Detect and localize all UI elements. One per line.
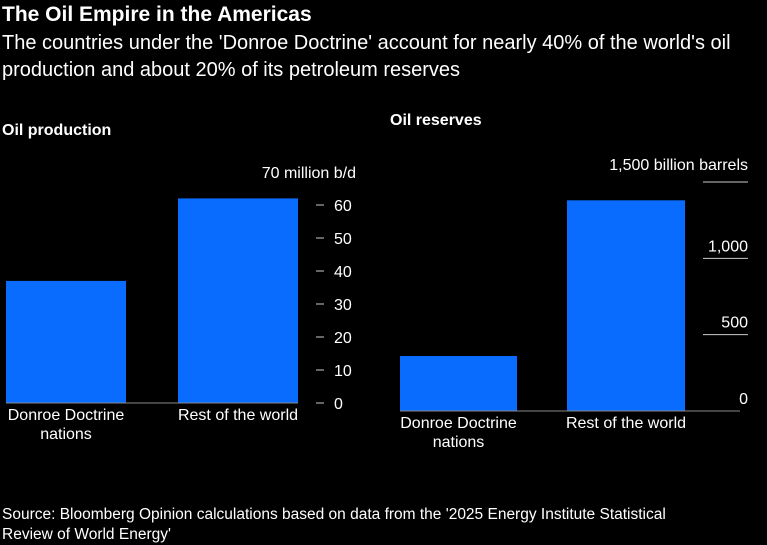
y-tick-label: 10 xyxy=(334,363,352,380)
bar-reserves-0 xyxy=(400,356,517,411)
reserves-panel-title: Oil reserves xyxy=(390,112,482,129)
y-tick-label: 1,000 xyxy=(708,238,748,255)
category-label: Rest of the world xyxy=(566,415,686,432)
category-label: Donroe Doctrine xyxy=(400,415,517,432)
y-tick-label: 60 xyxy=(334,198,352,215)
category-label: Rest of the world xyxy=(178,407,298,424)
y-tick-label: 40 xyxy=(334,264,352,281)
chart-subtitle: The countries under the 'Donroe Doctrine… xyxy=(2,32,731,81)
bar-reserves-1 xyxy=(567,200,685,411)
y-tick-label: 0 xyxy=(739,391,748,408)
unit-label: 70 million b/d xyxy=(262,165,356,182)
unit-label: 1,500 billion barrels xyxy=(609,157,748,174)
category-label: Donroe Doctrine xyxy=(8,407,125,424)
category-label: nations xyxy=(40,426,92,443)
y-tick-label: 50 xyxy=(334,231,352,248)
category-label: nations xyxy=(433,434,485,451)
y-tick-label: 0 xyxy=(334,396,343,413)
production-panel-title: Oil production xyxy=(2,122,112,139)
source-note: Source: Bloomberg Opinion calculations b… xyxy=(2,506,666,543)
bar-production-1 xyxy=(178,198,298,403)
y-tick-label: 20 xyxy=(334,330,352,347)
bar-production-0 xyxy=(6,280,126,403)
chart-title: The Oil Empire in the Americas xyxy=(2,3,312,26)
y-tick-label: 30 xyxy=(334,297,352,314)
y-tick-label: 500 xyxy=(721,315,748,332)
